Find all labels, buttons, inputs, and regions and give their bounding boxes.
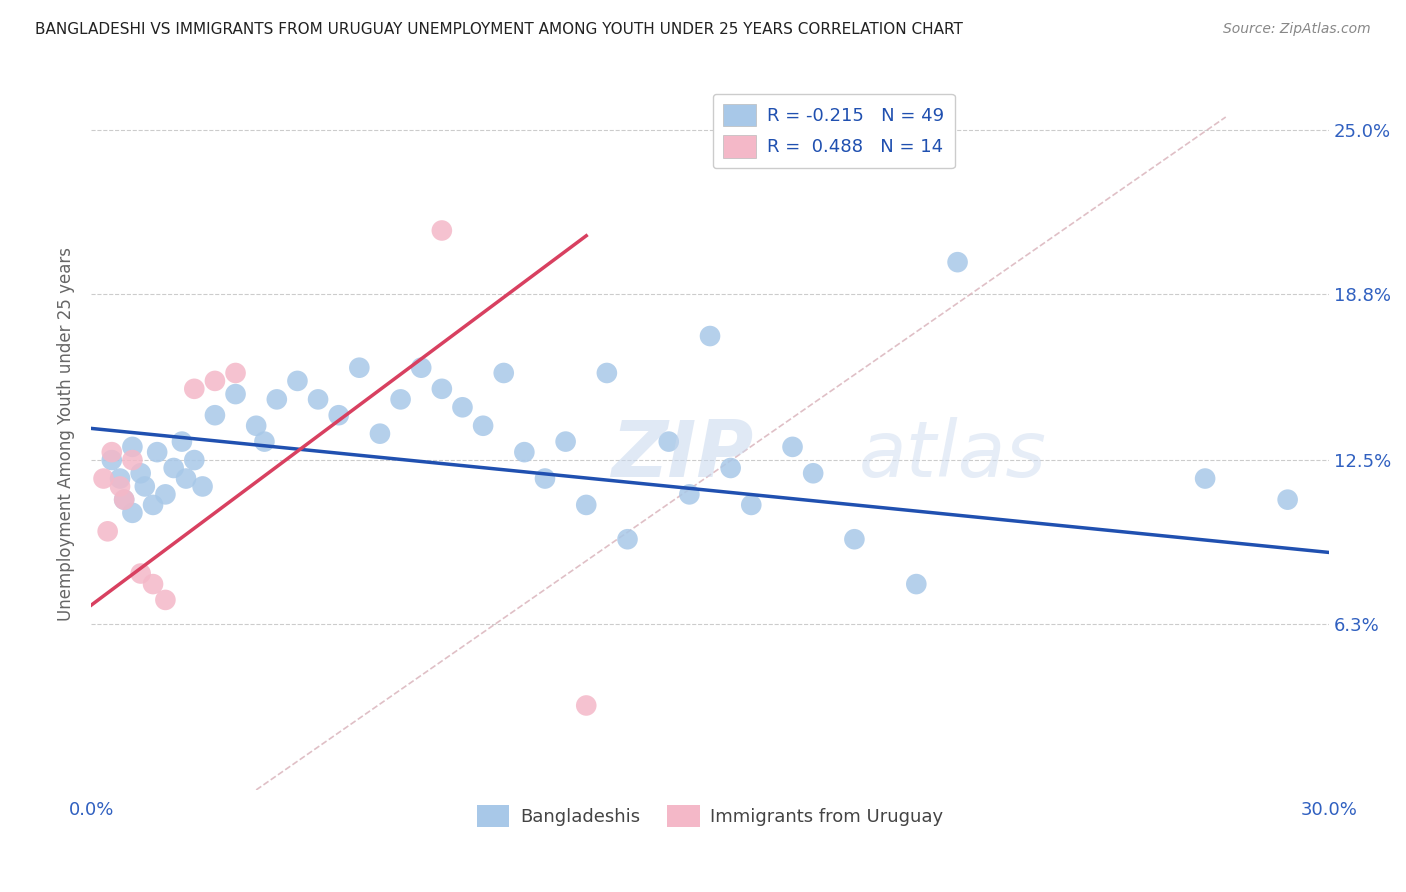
- Point: [411, 360, 433, 375]
- Point: [554, 434, 576, 449]
- Point: [658, 434, 681, 449]
- Point: [129, 566, 152, 581]
- Text: Source: ZipAtlas.com: Source: ZipAtlas.com: [1223, 22, 1371, 37]
- Point: [108, 479, 131, 493]
- Point: [389, 392, 412, 407]
- Point: [946, 255, 969, 269]
- Point: [1277, 492, 1299, 507]
- Y-axis label: Unemployment Among Youth under 25 years: Unemployment Among Youth under 25 years: [58, 247, 75, 621]
- Point: [101, 445, 124, 459]
- Point: [513, 445, 536, 459]
- Point: [307, 392, 329, 407]
- Point: [134, 479, 156, 493]
- Point: [183, 382, 205, 396]
- Point: [534, 471, 557, 485]
- Point: [699, 329, 721, 343]
- Point: [112, 492, 135, 507]
- Point: [905, 577, 928, 591]
- Point: [146, 445, 169, 459]
- Point: [101, 453, 124, 467]
- Text: atlas: atlas: [859, 417, 1046, 493]
- Point: [142, 498, 165, 512]
- Point: [121, 506, 143, 520]
- Text: ZIP: ZIP: [612, 417, 754, 493]
- Point: [472, 418, 495, 433]
- Point: [253, 434, 276, 449]
- Point: [266, 392, 288, 407]
- Point: [204, 408, 226, 422]
- Legend: Bangladeshis, Immigrants from Uruguay: Bangladeshis, Immigrants from Uruguay: [470, 797, 950, 834]
- Point: [575, 698, 598, 713]
- Point: [328, 408, 350, 422]
- Point: [225, 387, 247, 401]
- Point: [430, 223, 453, 237]
- Point: [430, 382, 453, 396]
- Point: [183, 453, 205, 467]
- Point: [142, 577, 165, 591]
- Point: [451, 401, 474, 415]
- Point: [596, 366, 619, 380]
- Point: [782, 440, 804, 454]
- Point: [575, 498, 598, 512]
- Point: [121, 440, 143, 454]
- Point: [112, 492, 135, 507]
- Point: [129, 467, 152, 481]
- Point: [93, 471, 115, 485]
- Point: [225, 366, 247, 380]
- Point: [108, 471, 131, 485]
- Point: [801, 467, 824, 481]
- Point: [492, 366, 515, 380]
- Point: [174, 471, 197, 485]
- Point: [349, 360, 371, 375]
- Point: [720, 461, 742, 475]
- Text: BANGLADESHI VS IMMIGRANTS FROM URUGUAY UNEMPLOYMENT AMONG YOUTH UNDER 25 YEARS C: BANGLADESHI VS IMMIGRANTS FROM URUGUAY U…: [35, 22, 963, 37]
- Point: [170, 434, 193, 449]
- Point: [155, 593, 177, 607]
- Point: [121, 453, 143, 467]
- Point: [163, 461, 186, 475]
- Point: [844, 533, 866, 547]
- Point: [155, 487, 177, 501]
- Point: [1194, 471, 1216, 485]
- Point: [368, 426, 391, 441]
- Point: [287, 374, 309, 388]
- Point: [616, 533, 638, 547]
- Point: [97, 524, 120, 539]
- Point: [740, 498, 762, 512]
- Point: [678, 487, 700, 501]
- Point: [191, 479, 214, 493]
- Point: [204, 374, 226, 388]
- Point: [245, 418, 267, 433]
